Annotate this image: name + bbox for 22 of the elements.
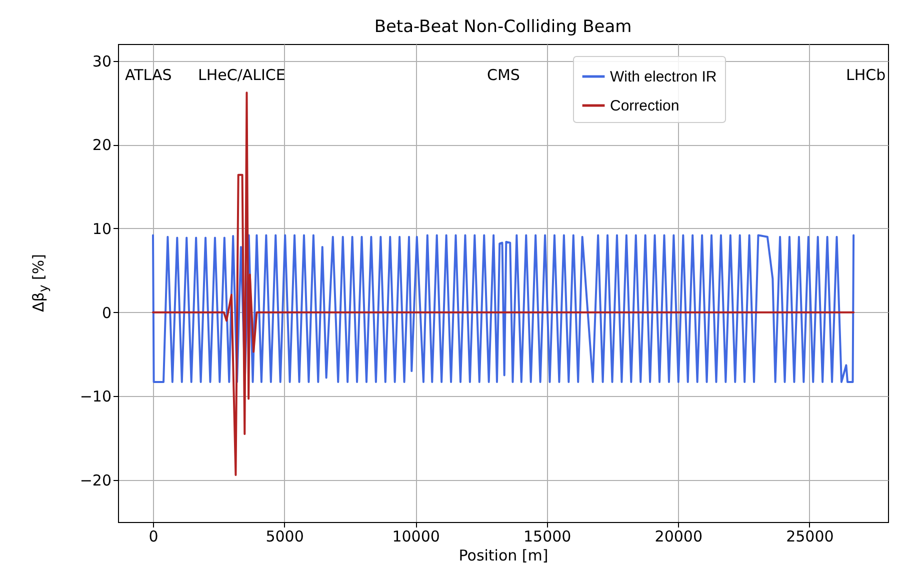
annotation: LHeC/ALICE <box>198 66 286 84</box>
x-tick-label: 20000 <box>654 528 703 546</box>
y-tick-label: 20 <box>92 136 112 154</box>
x-tick-label: 15000 <box>524 528 572 546</box>
legend-label: Correction <box>610 98 680 114</box>
line-series <box>152 92 855 476</box>
y-tick-label: 10 <box>92 220 112 238</box>
x-axis-title: Position [m] <box>458 546 548 564</box>
x-tick-label: 10000 <box>392 528 440 546</box>
annotation: LHCb <box>846 66 886 84</box>
y-tick-label: −20 <box>80 472 112 490</box>
y-tick-label: −10 <box>80 388 112 406</box>
chart-title: Beta-Beat Non-Colliding Beam <box>374 17 632 37</box>
x-tick-label: 0 <box>148 528 158 546</box>
annotation: ATLAS <box>125 66 172 84</box>
y-tick-label: 0 <box>102 304 112 322</box>
legend-label: With electron IR <box>610 68 717 86</box>
x-tick-label: 25000 <box>786 528 834 546</box>
y-tick-label: 30 <box>92 52 112 70</box>
line-series <box>152 234 855 383</box>
annotation: CMS <box>487 66 520 84</box>
x-tick-label: 5000 <box>266 528 304 546</box>
